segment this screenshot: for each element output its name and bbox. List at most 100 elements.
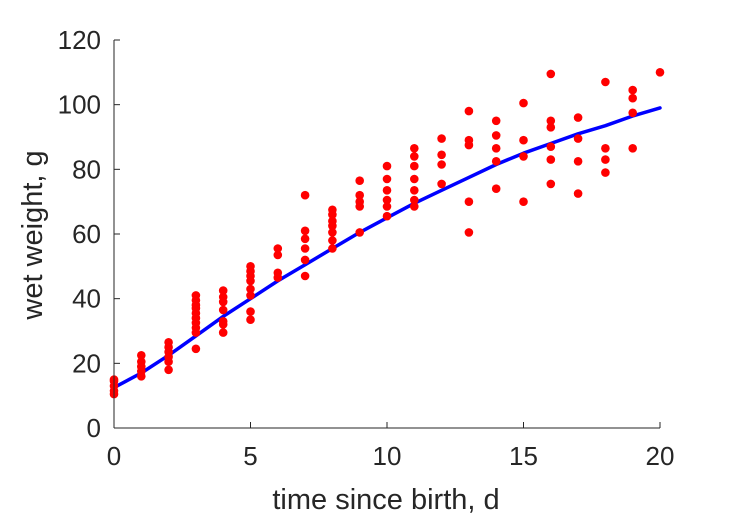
x-axis-label: time since birth, d (272, 484, 499, 516)
axes (113, 40, 660, 429)
data-point (164, 338, 173, 347)
y-axis-label: wet weight, g (17, 150, 49, 320)
data-point (410, 174, 419, 184)
data-point (300, 271, 310, 281)
data-point (519, 152, 528, 161)
data-point (410, 202, 419, 211)
y-tick-label: 80 (72, 154, 101, 184)
x-tick-label: 20 (646, 441, 675, 471)
data-point (437, 150, 446, 160)
data-point (491, 116, 501, 126)
data-point (355, 197, 365, 206)
data-point (328, 244, 337, 253)
data-point (410, 161, 419, 171)
data-point (519, 197, 528, 206)
data-point (410, 195, 419, 205)
data-point (573, 134, 583, 143)
data-point (601, 168, 610, 177)
x-tick-label: 5 (243, 441, 257, 471)
data-point (382, 195, 392, 205)
data-point (328, 236, 337, 245)
data-point (491, 131, 501, 140)
data-point (328, 216, 337, 226)
data-point (273, 250, 283, 260)
data-point (573, 113, 583, 122)
data-point (546, 142, 556, 151)
data-point (464, 135, 474, 145)
data-point (246, 291, 255, 300)
data-point (464, 228, 474, 237)
data-point (328, 228, 337, 237)
data-point (246, 284, 255, 294)
data-points-layer (109, 68, 665, 399)
data-point (546, 116, 556, 126)
x-tick-label: 15 (509, 441, 538, 471)
y-tick-label: 20 (72, 348, 101, 378)
data-point (437, 179, 446, 189)
data-point (464, 197, 474, 206)
data-point (300, 234, 310, 244)
data-point (546, 123, 556, 132)
data-point (355, 228, 365, 237)
data-point (382, 174, 392, 184)
data-point (382, 202, 392, 211)
data-point (300, 226, 310, 236)
data-point (573, 189, 583, 198)
data-point (328, 205, 337, 215)
data-point (628, 93, 637, 103)
data-point (246, 315, 255, 325)
y-ticks: 0 20 40 60 80 100 120 (58, 25, 120, 443)
data-point (355, 176, 365, 185)
data-point (519, 135, 528, 145)
data-point (273, 268, 283, 278)
data-point (601, 144, 610, 153)
data-point (246, 307, 255, 316)
data-point (273, 244, 283, 253)
data-point (218, 286, 228, 295)
data-point (300, 244, 310, 253)
data-point (437, 160, 446, 169)
data-point (137, 351, 146, 360)
data-point (300, 190, 310, 200)
data-point (410, 186, 419, 195)
data-point (546, 179, 556, 189)
data-point (601, 77, 610, 87)
data-point (628, 144, 637, 153)
data-point (218, 328, 228, 337)
data-point (464, 106, 474, 116)
data-point (191, 344, 201, 354)
data-point (355, 190, 365, 200)
data-point (628, 108, 637, 118)
data-point (491, 144, 501, 153)
data-point (573, 157, 583, 166)
data-point (218, 292, 228, 302)
data-point (546, 69, 556, 79)
data-point (246, 262, 255, 271)
data-point (410, 144, 419, 153)
data-point (382, 161, 392, 171)
y-tick-label: 0 (87, 413, 101, 443)
data-point (382, 211, 392, 221)
data-point (164, 365, 173, 375)
y-tick-label: 40 (72, 284, 101, 314)
x-tick-label: 10 (373, 441, 402, 471)
data-point (491, 184, 501, 193)
data-point (218, 317, 228, 326)
data-point (628, 85, 637, 95)
data-point (437, 134, 446, 143)
y-tick-label: 100 (58, 90, 101, 120)
y-tick-label: 120 (58, 25, 101, 55)
data-point (300, 255, 310, 265)
data-point (491, 157, 501, 166)
x-ticks: 0 5 10 15 20 (107, 422, 675, 471)
data-point (410, 152, 419, 161)
x-tick-label: 0 (107, 441, 121, 471)
y-tick-label: 60 (72, 219, 101, 249)
data-point (601, 155, 610, 164)
data-point (191, 291, 201, 300)
data-point (546, 155, 556, 164)
data-point (519, 98, 528, 108)
data-point (382, 186, 392, 195)
data-point (218, 305, 228, 315)
